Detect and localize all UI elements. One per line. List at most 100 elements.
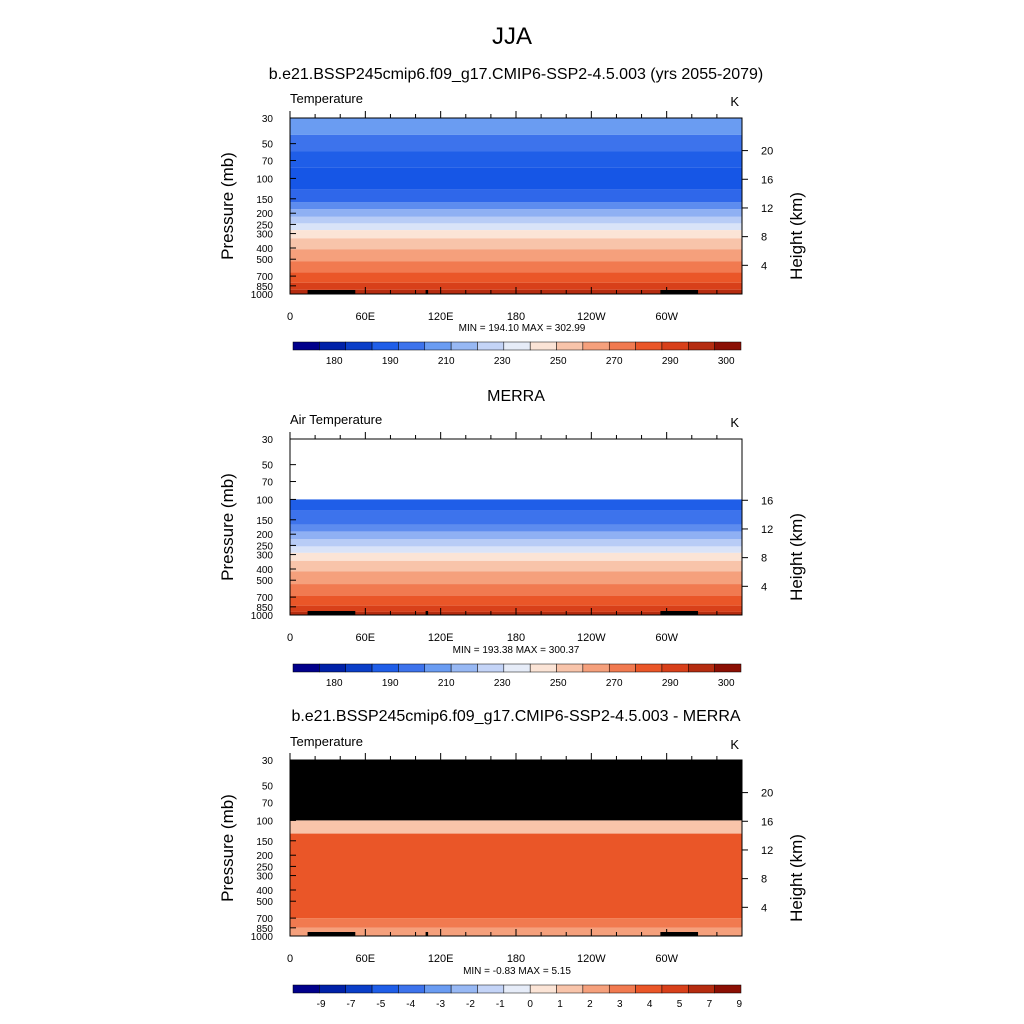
height-tick-label: 16 — [761, 816, 773, 828]
pressure-tick-label: 150 — [256, 516, 273, 527]
pressure-tick-label: 300 — [256, 230, 273, 241]
colorbar-label: -7 — [347, 999, 356, 1010]
colorbar-box — [398, 341, 426, 351]
colorbar-label: 300 — [718, 356, 735, 367]
contour-band — [290, 209, 742, 217]
contour-band — [290, 230, 742, 239]
contour-band — [290, 272, 742, 283]
colorbar-box — [292, 663, 320, 673]
contour-band — [290, 531, 742, 540]
colorbar-box — [371, 984, 399, 994]
pressure-tick-label: 200 — [256, 530, 273, 541]
height-tick-label: 12 — [761, 524, 773, 536]
colorbar-label: -4 — [406, 999, 415, 1010]
pressure-tick-label: 150 — [256, 837, 273, 848]
colorbar-box — [292, 984, 320, 994]
colorbar-box — [714, 663, 742, 673]
left-string: Air Temperature — [290, 412, 382, 427]
contour-band — [290, 282, 742, 290]
colorbar-box — [371, 663, 399, 673]
colorbar-box — [714, 341, 742, 351]
pressure-tick-label: 700 — [256, 593, 273, 604]
pressure-tick-label: 30 — [262, 435, 274, 446]
pressure-tick-label: 400 — [256, 565, 273, 576]
lon-tick-label: 180 — [507, 953, 525, 965]
colorbar-box — [345, 663, 373, 673]
colorbar-box — [424, 341, 452, 351]
colorbar-box — [292, 341, 320, 351]
pressure-tick-label: 500 — [256, 897, 273, 908]
height-tick-label: 20 — [761, 788, 773, 800]
lon-tick-label: 120E — [428, 953, 454, 965]
pressure-tick-label: 850 — [256, 603, 273, 614]
left-string: Temperature — [290, 734, 363, 749]
colorbar-box — [635, 663, 663, 673]
contour-band — [290, 546, 742, 553]
contour-band — [290, 524, 742, 532]
contour-band — [290, 595, 742, 606]
colorbar-box — [556, 663, 584, 673]
units-label: K — [730, 94, 739, 109]
lon-tick-label: 120E — [428, 311, 454, 323]
colorbar-box — [556, 341, 584, 351]
lon-tick-label: 120W — [577, 632, 606, 644]
topography-mask — [307, 611, 356, 615]
height-tick-label: 12 — [761, 203, 773, 215]
panel-title: MERRA — [487, 388, 545, 405]
pressure-tick-label: 850 — [256, 282, 273, 293]
panel-difference: b.e21.BSSP245cmip6.f09_g17.CMIP6-SSP2-4.… — [218, 708, 806, 1010]
height-tick-label: 8 — [761, 553, 767, 565]
contour-band — [290, 510, 742, 525]
contour-band — [290, 202, 742, 210]
colorbar-label: 250 — [550, 678, 567, 689]
lon-tick-label: 60W — [655, 953, 678, 965]
pressure-tick-label: 100 — [256, 816, 273, 827]
topography-mask — [660, 611, 699, 615]
colorbar-label: 270 — [606, 356, 623, 367]
panel-title: b.e21.BSSP245cmip6.f09_g17.CMIP6-SSP2-4.… — [269, 66, 764, 83]
lon-tick-label: 0 — [287, 632, 293, 644]
height-tick-label: 8 — [761, 232, 767, 244]
pressure-tick-label: 70 — [262, 157, 274, 168]
topography-mask — [307, 932, 356, 936]
height-tick-label: 16 — [761, 495, 773, 507]
pressure-tick-label: 70 — [262, 478, 274, 489]
colorbar-label: 3 — [617, 999, 623, 1010]
colorbar-box — [319, 984, 346, 994]
colorbar-label: 250 — [550, 356, 567, 367]
topography-mask — [425, 611, 429, 615]
colorbar-box — [714, 984, 742, 994]
colorbar-box — [582, 984, 610, 994]
stats-label: MIN = 193.38 MAX = 300.37 — [453, 645, 580, 656]
colorbar-box — [608, 663, 636, 673]
colorbar-label: 2 — [587, 999, 593, 1010]
lon-tick-label: 120E — [428, 632, 454, 644]
pressure-axis-label: Pressure (mb) — [218, 473, 237, 581]
contour-band — [290, 216, 742, 224]
colorbar-label: 190 — [382, 678, 399, 689]
colorbar-box — [661, 341, 689, 351]
panel-merra: MERRA Air Temperature K MIN = 193.38 MAX… — [218, 388, 806, 689]
lon-tick-label: 180 — [507, 632, 525, 644]
pressure-tick-label: 1000 — [251, 932, 274, 943]
colorbar-label: -3 — [436, 999, 445, 1010]
lon-tick-label: 60E — [356, 953, 376, 965]
colorbar-label: 180 — [326, 356, 343, 367]
pressure-tick-label: 200 — [256, 851, 273, 862]
contour-band — [290, 539, 742, 547]
contour-band — [290, 118, 742, 135]
contour-band — [290, 552, 742, 561]
topography-mask — [425, 290, 429, 294]
pressure-tick-label: 100 — [256, 174, 273, 185]
colorbar-label: 300 — [718, 678, 735, 689]
colorbar-box — [635, 341, 663, 351]
colorbar-box — [688, 341, 715, 351]
colorbar-box — [688, 984, 715, 994]
colorbar-label: -2 — [466, 999, 475, 1010]
pressure-tick-label: 30 — [262, 114, 274, 125]
colorbar-label: 7 — [707, 999, 713, 1010]
pressure-tick-label: 400 — [256, 886, 273, 897]
colorbar-box — [371, 341, 399, 351]
topography-mask — [425, 932, 429, 936]
panel-model: b.e21.BSSP245cmip6.f09_g17.CMIP6-SSP2-4.… — [218, 66, 806, 367]
